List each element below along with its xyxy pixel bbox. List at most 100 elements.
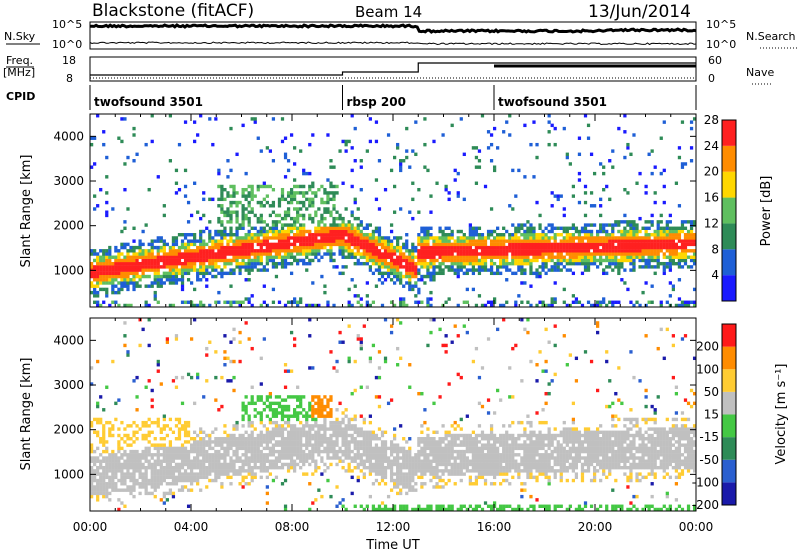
range-gate-cell [299, 404, 303, 409]
range-gate-cell [90, 271, 94, 276]
range-gate-cell [629, 268, 633, 272]
range-gate-cell [659, 261, 663, 266]
range-gate-cell [156, 274, 160, 279]
range-gate-cell [535, 255, 539, 259]
range-gate-cell [444, 233, 448, 237]
range-gate-cell [341, 498, 345, 502]
range-gate-cell [268, 252, 272, 256]
range-gate-cell [305, 417, 309, 422]
range-gate-cell [383, 271, 388, 276]
range-gate-cell [223, 469, 227, 473]
range-gate-cell [677, 255, 682, 259]
range-gate-cell [247, 204, 251, 208]
range-gate-cell [359, 233, 363, 237]
range-gate-cell [241, 465, 245, 470]
range-gate-cell [120, 117, 124, 121]
range-gate-cell [186, 478, 191, 483]
range-gate-cell [262, 184, 266, 189]
range-gate-cell [186, 239, 191, 243]
range-gate-cell [171, 478, 176, 483]
range-gate-cell [686, 229, 691, 234]
range-gate-cell [256, 200, 260, 205]
range-gate-cell [314, 417, 318, 422]
range-gate-cell [193, 287, 197, 292]
range-gate-cell [377, 265, 382, 269]
range-gate-cell [293, 469, 297, 473]
range-gate-cell [359, 187, 363, 192]
range-gate-cell [332, 229, 336, 234]
range-gate-cell [299, 465, 303, 470]
range-gate-cell [468, 261, 472, 266]
range-gate-cell [538, 245, 542, 250]
range-gate-cell [189, 255, 194, 259]
range-gate-cell [411, 271, 415, 276]
range-gate-cell [96, 485, 100, 489]
range-gate-cell [335, 433, 339, 438]
range-gate-cell [692, 233, 697, 237]
range-gate-cell [180, 287, 185, 292]
range-gate-cell [214, 300, 218, 304]
range-gate-cell [405, 271, 409, 276]
range-gate-cell [117, 290, 121, 295]
range-gate-cell [320, 229, 324, 234]
range-gate-cell [199, 437, 203, 441]
range-gate-cell [574, 245, 579, 250]
range-gate-cell [120, 453, 124, 457]
range-gate-cell [217, 472, 221, 476]
range-gate-cell [329, 210, 333, 214]
range-gate-cell [229, 456, 233, 460]
range-gate-cell [238, 236, 242, 240]
range-gate-cell [547, 142, 551, 147]
range-gate-cell [408, 271, 412, 276]
range-gate-cell [174, 258, 179, 263]
range-gate-cell [574, 300, 579, 304]
range-gate-cell [232, 375, 236, 380]
range-gate-cell [199, 430, 203, 434]
range-gate-cell [293, 258, 297, 263]
range-gate-cell [241, 187, 245, 192]
range-gate-cell [580, 229, 585, 234]
range-gate-cell [635, 245, 639, 250]
range-gate-cell [505, 249, 509, 253]
range-gate-cell [214, 437, 218, 441]
range-gate-cell [374, 242, 379, 247]
range-gate-cell [235, 472, 239, 476]
range-gate-cell [311, 366, 315, 370]
range-gate-cell [305, 229, 309, 234]
range-gate-cell [150, 472, 154, 476]
range-gate-cell [492, 236, 497, 240]
range-gate-cell [644, 191, 648, 195]
range-gate-cell [305, 446, 309, 451]
range-gate-cell [156, 459, 160, 463]
range-gate-cell [514, 300, 518, 304]
range-gate-cell [371, 252, 376, 256]
range-gate-cell [686, 265, 691, 269]
range-gate-cell [223, 334, 227, 338]
range-gate-cell [535, 239, 539, 243]
range-gate-cell [308, 303, 312, 308]
range-gate-cell [420, 261, 424, 266]
range-gate-cell [592, 245, 597, 250]
range-gate-cell [671, 258, 675, 263]
range-gate-cell [193, 318, 197, 322]
range-gate-cell [217, 475, 221, 480]
range-gate-cell [238, 440, 242, 444]
range-gate-cell [411, 261, 415, 266]
range-gate-cell [283, 404, 288, 409]
range-gate-cell [208, 229, 212, 234]
range-gate-cell [353, 239, 357, 243]
range-gate-cell [489, 242, 494, 247]
range-gate-cell [232, 388, 236, 393]
range-gate-cell [247, 401, 251, 406]
range-gate-cell [186, 268, 191, 272]
range-gate-cell [196, 274, 200, 279]
range-gate-cell [93, 475, 97, 480]
range-gate-cell [90, 366, 94, 370]
range-gate-cell [659, 300, 663, 304]
range-gate-cell [268, 404, 272, 409]
range-gate-cell [90, 478, 94, 483]
range-gate-cell [329, 233, 333, 237]
range-gate-cell [317, 437, 321, 441]
range-gate-cell [641, 258, 645, 263]
range-gate-cell [189, 252, 194, 256]
